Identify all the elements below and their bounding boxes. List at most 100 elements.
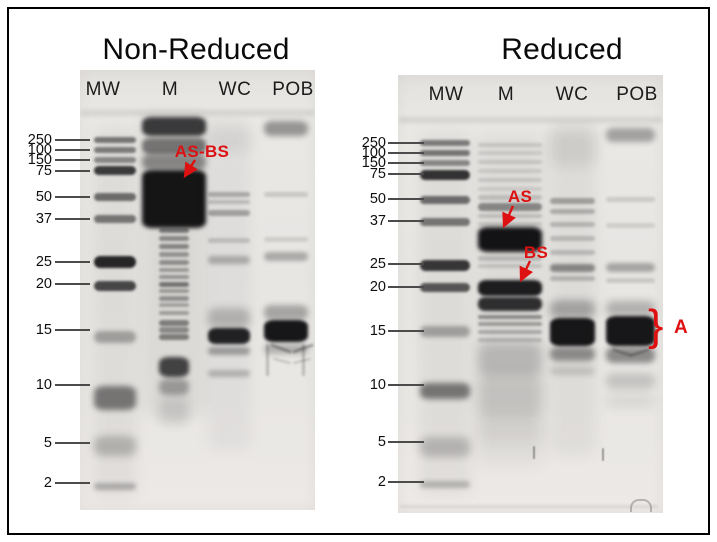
gel-band xyxy=(159,282,189,287)
gel-band xyxy=(550,367,595,375)
gel-band xyxy=(208,122,250,152)
gel-band xyxy=(264,192,308,197)
gel-band xyxy=(159,236,189,241)
lane-label-pob: POB xyxy=(616,84,658,105)
mw-tick-label: 100 xyxy=(361,145,386,161)
mw-tick-label: 15 xyxy=(35,322,52,338)
mw-tick-line xyxy=(55,283,90,285)
gel-band xyxy=(94,137,136,143)
gel-band xyxy=(550,125,595,455)
mw-tick-line xyxy=(55,329,90,331)
lane-label-pob: POB xyxy=(272,79,314,100)
gel-band xyxy=(606,223,655,228)
gel-band xyxy=(80,110,315,116)
gel-band xyxy=(478,315,542,319)
gel-band xyxy=(420,150,470,156)
mw-tick-line xyxy=(388,286,424,288)
gel-band xyxy=(550,300,595,318)
mw-tick-label: 5 xyxy=(377,434,386,450)
gel-band xyxy=(208,200,250,204)
gel-band xyxy=(478,375,542,417)
gel-band xyxy=(94,193,136,201)
mw-tick-label: 100 xyxy=(27,142,52,158)
mw-tick-label: 15 xyxy=(369,323,386,339)
mw-tick-label: 250 xyxy=(27,132,52,148)
gel-band xyxy=(159,327,189,333)
gel-band xyxy=(478,330,542,334)
mw-tick-line xyxy=(55,149,90,151)
mw-tick-label: 50 xyxy=(35,189,52,205)
gel-band xyxy=(94,386,136,410)
gel-band xyxy=(478,222,542,226)
gel-band xyxy=(478,169,542,173)
gel-band xyxy=(94,215,136,223)
figure-border xyxy=(7,7,710,535)
gel-band xyxy=(478,322,542,326)
mw-tick-line xyxy=(55,384,90,386)
gel-band xyxy=(159,228,189,233)
mw-tick-line xyxy=(388,441,424,443)
gel-band xyxy=(94,147,136,153)
mw-tick-line xyxy=(388,142,424,144)
mw-tick-line xyxy=(388,481,424,483)
gel-band xyxy=(550,250,595,255)
panel-title-non-reduced: Non-Reduced xyxy=(102,33,290,66)
gel-band xyxy=(94,331,136,343)
mw-tick-line xyxy=(55,261,90,263)
gel-band xyxy=(606,278,655,283)
gel-band xyxy=(159,398,189,424)
mw-tick-label: 150 xyxy=(27,152,52,168)
mw-tick-label: 20 xyxy=(35,276,52,292)
mw-tick-label: 10 xyxy=(35,377,52,393)
gel-band xyxy=(478,256,542,261)
gel-band xyxy=(420,170,470,180)
gel-band xyxy=(550,222,595,227)
gel-band xyxy=(142,138,206,154)
gel-band xyxy=(478,264,542,268)
gel-band xyxy=(550,130,595,166)
bubble-artifact xyxy=(630,499,652,512)
gel-band xyxy=(159,303,189,307)
gel-band xyxy=(478,280,542,296)
gel-band xyxy=(208,130,250,450)
gel-band xyxy=(94,157,136,163)
mw-tick-label: 75 xyxy=(369,166,386,182)
gel-band xyxy=(478,343,542,375)
gel-band xyxy=(606,263,655,272)
gel-band xyxy=(478,160,542,164)
gel-band xyxy=(420,160,470,166)
gel-band xyxy=(606,128,655,142)
gel-band xyxy=(208,192,250,197)
gel-band xyxy=(550,318,595,346)
gel-band xyxy=(264,320,308,342)
gel-band xyxy=(420,437,470,457)
gel-reduced: MW M WC POB xyxy=(398,75,663,513)
gel-band xyxy=(478,227,542,252)
mw-tick-label: 2 xyxy=(377,474,386,490)
mw-tick-line xyxy=(55,196,90,198)
gel-band xyxy=(208,370,250,377)
gel-band xyxy=(550,276,595,281)
mw-tick-line xyxy=(55,139,90,141)
gel-band xyxy=(550,198,595,204)
gel-band xyxy=(159,311,189,315)
label-bs: BS xyxy=(523,243,549,262)
gel-band xyxy=(208,308,250,328)
gel-band xyxy=(159,357,189,377)
mw-tick-label: 250 xyxy=(361,135,386,151)
mw-tick-label: 50 xyxy=(369,191,386,207)
gel-band xyxy=(420,283,470,292)
gel-band xyxy=(533,446,535,459)
label-as-bs: AS-BS xyxy=(174,142,230,161)
mw-tick-line xyxy=(388,173,424,175)
mw-tick-label: 2 xyxy=(43,475,52,491)
panel-title-reduced: Reduced xyxy=(501,33,623,66)
mw-tick-line xyxy=(388,152,424,154)
mw-tick-line xyxy=(55,482,90,484)
mw-tick-line xyxy=(388,384,424,386)
gel-band xyxy=(208,256,250,264)
a-brace-icon: } xyxy=(648,301,664,350)
mw-tick-label: 75 xyxy=(35,163,52,179)
gel-band xyxy=(264,344,308,354)
